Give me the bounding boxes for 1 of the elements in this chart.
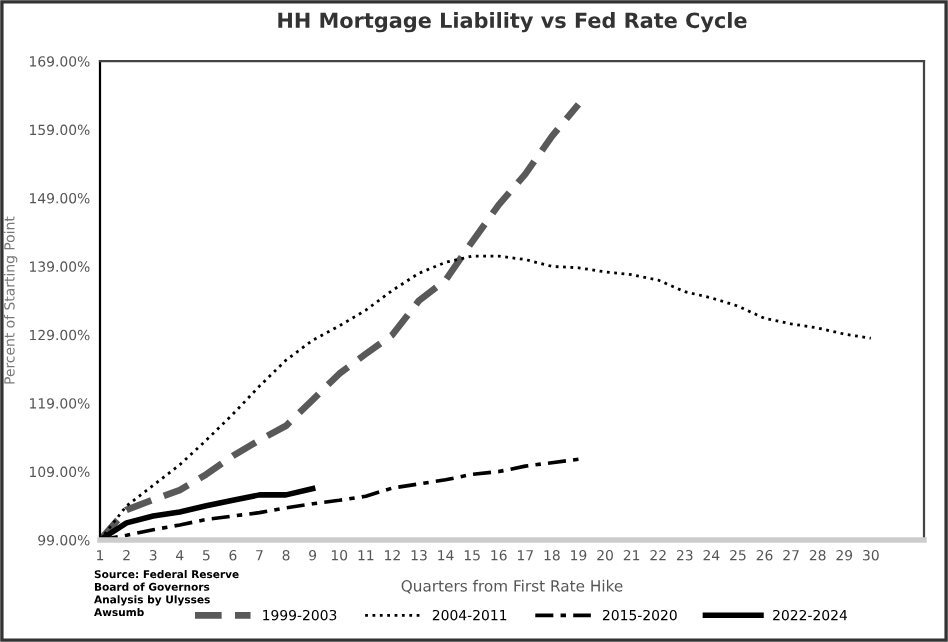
chart-title: HH Mortgage Liability vs Fed Rate Cycle [278, 12, 747, 33]
